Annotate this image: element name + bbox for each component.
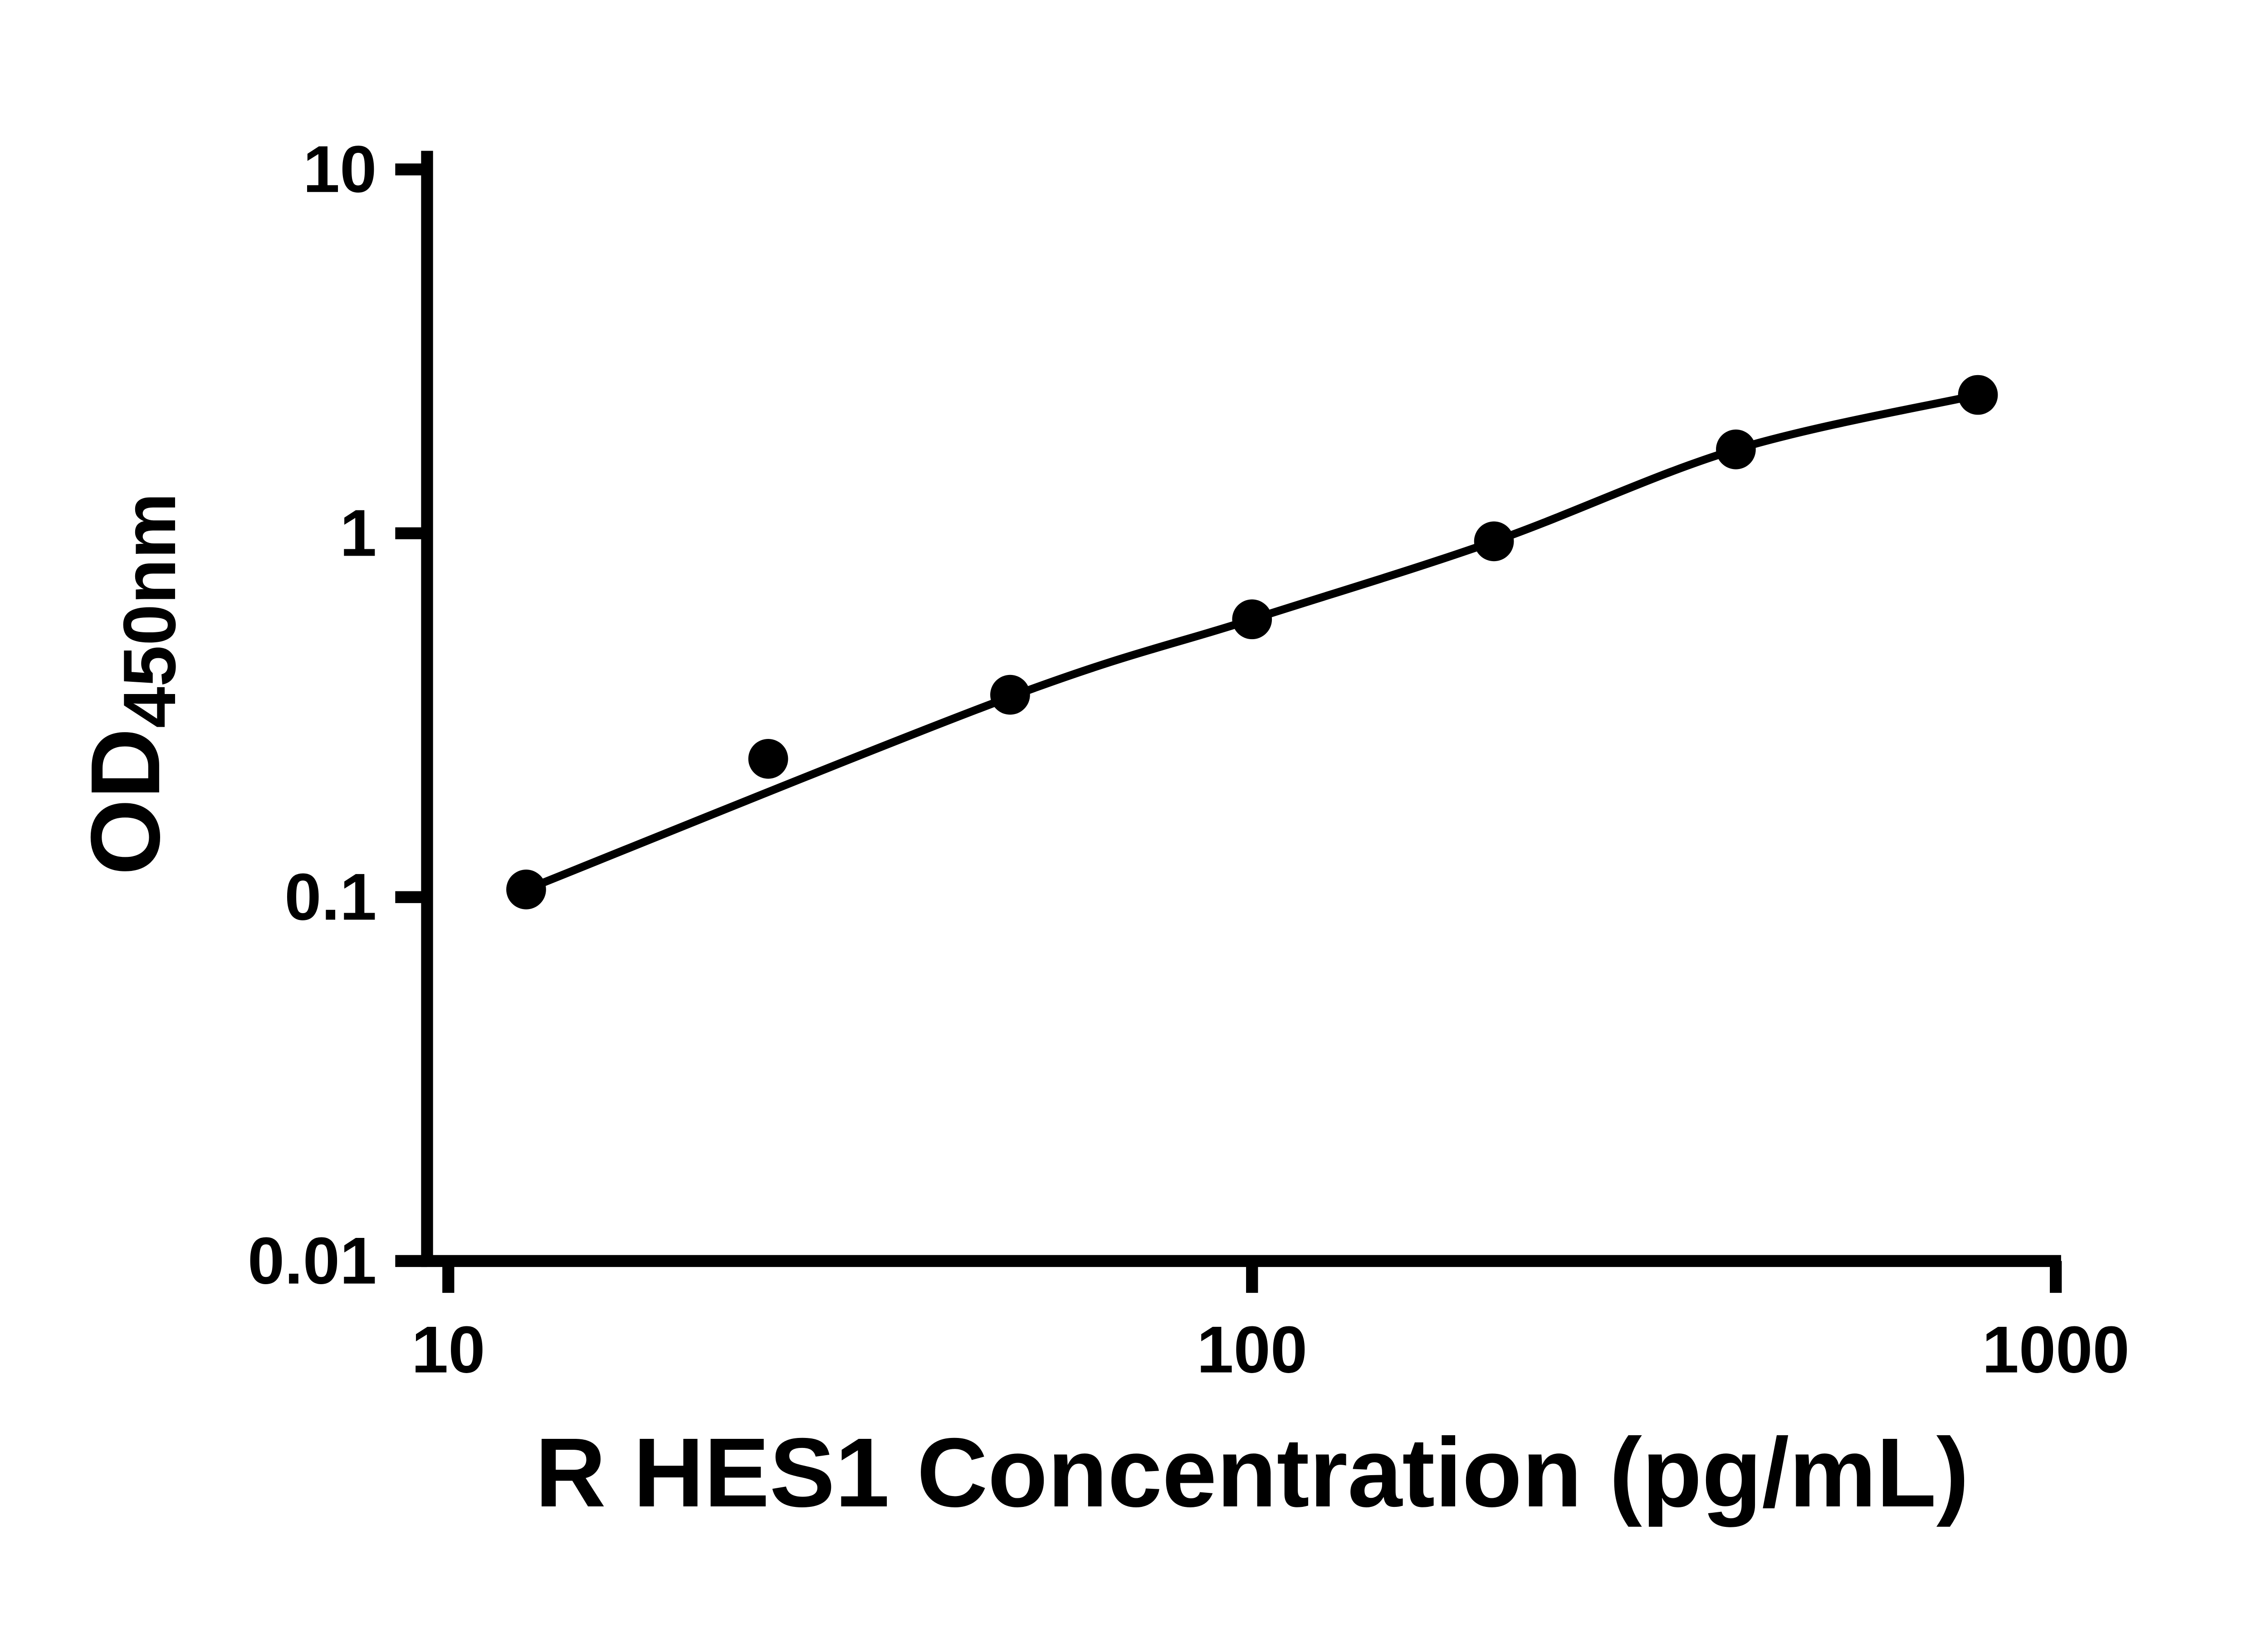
y-axis-title: OD450nm [70,493,191,875]
data-point [1474,521,1514,561]
y-axis-ticks: 0.01 0.1 1 10 [248,132,427,1297]
data-point [1716,429,1756,469]
data-point [1232,599,1272,639]
standard-curve-chart: 10 100 1000 0.01 0.1 1 10 R HES1 Concentration … [70,132,2130,1527]
x-tick-label: 100 [1197,1312,1307,1386]
x-tick-label: 1000 [1982,1312,2130,1386]
y-tick-label: 1 [340,496,376,570]
y-tick-label: 10 [303,132,377,206]
x-axis-title: R HES1 Concentration (pg/mL) [535,1417,1969,1527]
fit-curve [524,391,1979,893]
data-point [1958,375,1998,415]
series-r-hes1-standard [506,375,1998,909]
y-tick-label: 0.01 [248,1223,377,1297]
data-point [506,869,546,909]
data-point [748,738,788,779]
axes-frame [421,151,2061,1267]
y-axis-title-subscript: 450nm [108,493,191,728]
data-point [990,675,1030,715]
standard-curve-chart-container: 10 100 1000 0.01 0.1 1 10 R HES1 Concentration … [0,21,2268,1613]
x-axis-ticks: 10 100 1000 [411,1261,2130,1386]
y-tick-label: 0.1 [284,860,376,934]
x-tick-label: 10 [411,1312,485,1386]
